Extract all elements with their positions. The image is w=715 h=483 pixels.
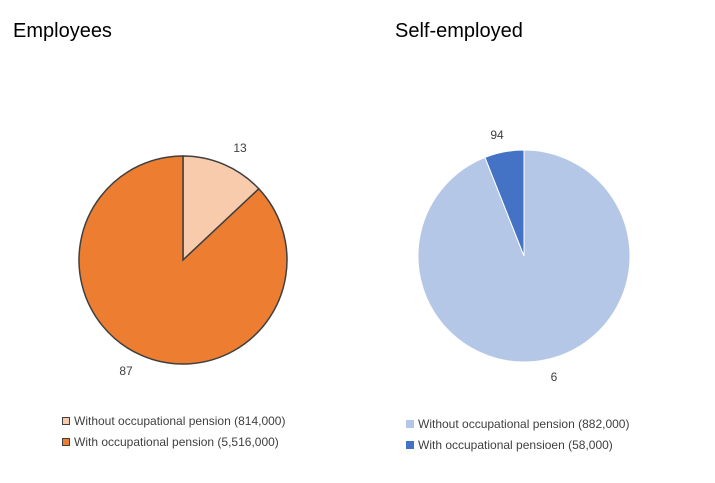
employees-legend: Without occupational pension (814,000) W…: [62, 410, 285, 452]
legend-swatch: [406, 440, 414, 449]
legend-label: Without occupational pension (882,000): [418, 416, 630, 431]
pie-data-label: 13: [233, 141, 247, 155]
pie-data-label: 94: [490, 128, 504, 142]
pie-slice: [78, 155, 288, 365]
legend-item-without-pension: Without occupational pension (882,000): [406, 413, 629, 434]
pie-data-label: 87: [119, 364, 133, 378]
legend-label: Without occupational pension (814,000): [74, 413, 286, 428]
legend-swatch: [62, 416, 70, 425]
legend-label: With occupational pension (5,516,000): [74, 434, 279, 449]
legend-swatch: [62, 437, 70, 446]
self-employed-legend: Without occupational pension (882,000) W…: [406, 413, 629, 455]
legend-item-with-pension: With occupational pension (5,516,000): [62, 431, 285, 452]
legend-swatch: [406, 419, 414, 428]
legend-label: With occupational pensioen (58,000): [418, 437, 613, 452]
pie-slice: [182, 155, 260, 262]
employees-chart-title: Employees: [13, 20, 112, 42]
self-employed-chart-title: Self-employed: [395, 20, 523, 42]
pie-data-label: 6: [551, 370, 558, 384]
legend-item-without-pension: Without occupational pension (814,000): [62, 410, 285, 431]
legend-item-with-pension: With occupational pensioen (58,000): [406, 434, 629, 455]
pie-slice: [484, 149, 525, 257]
